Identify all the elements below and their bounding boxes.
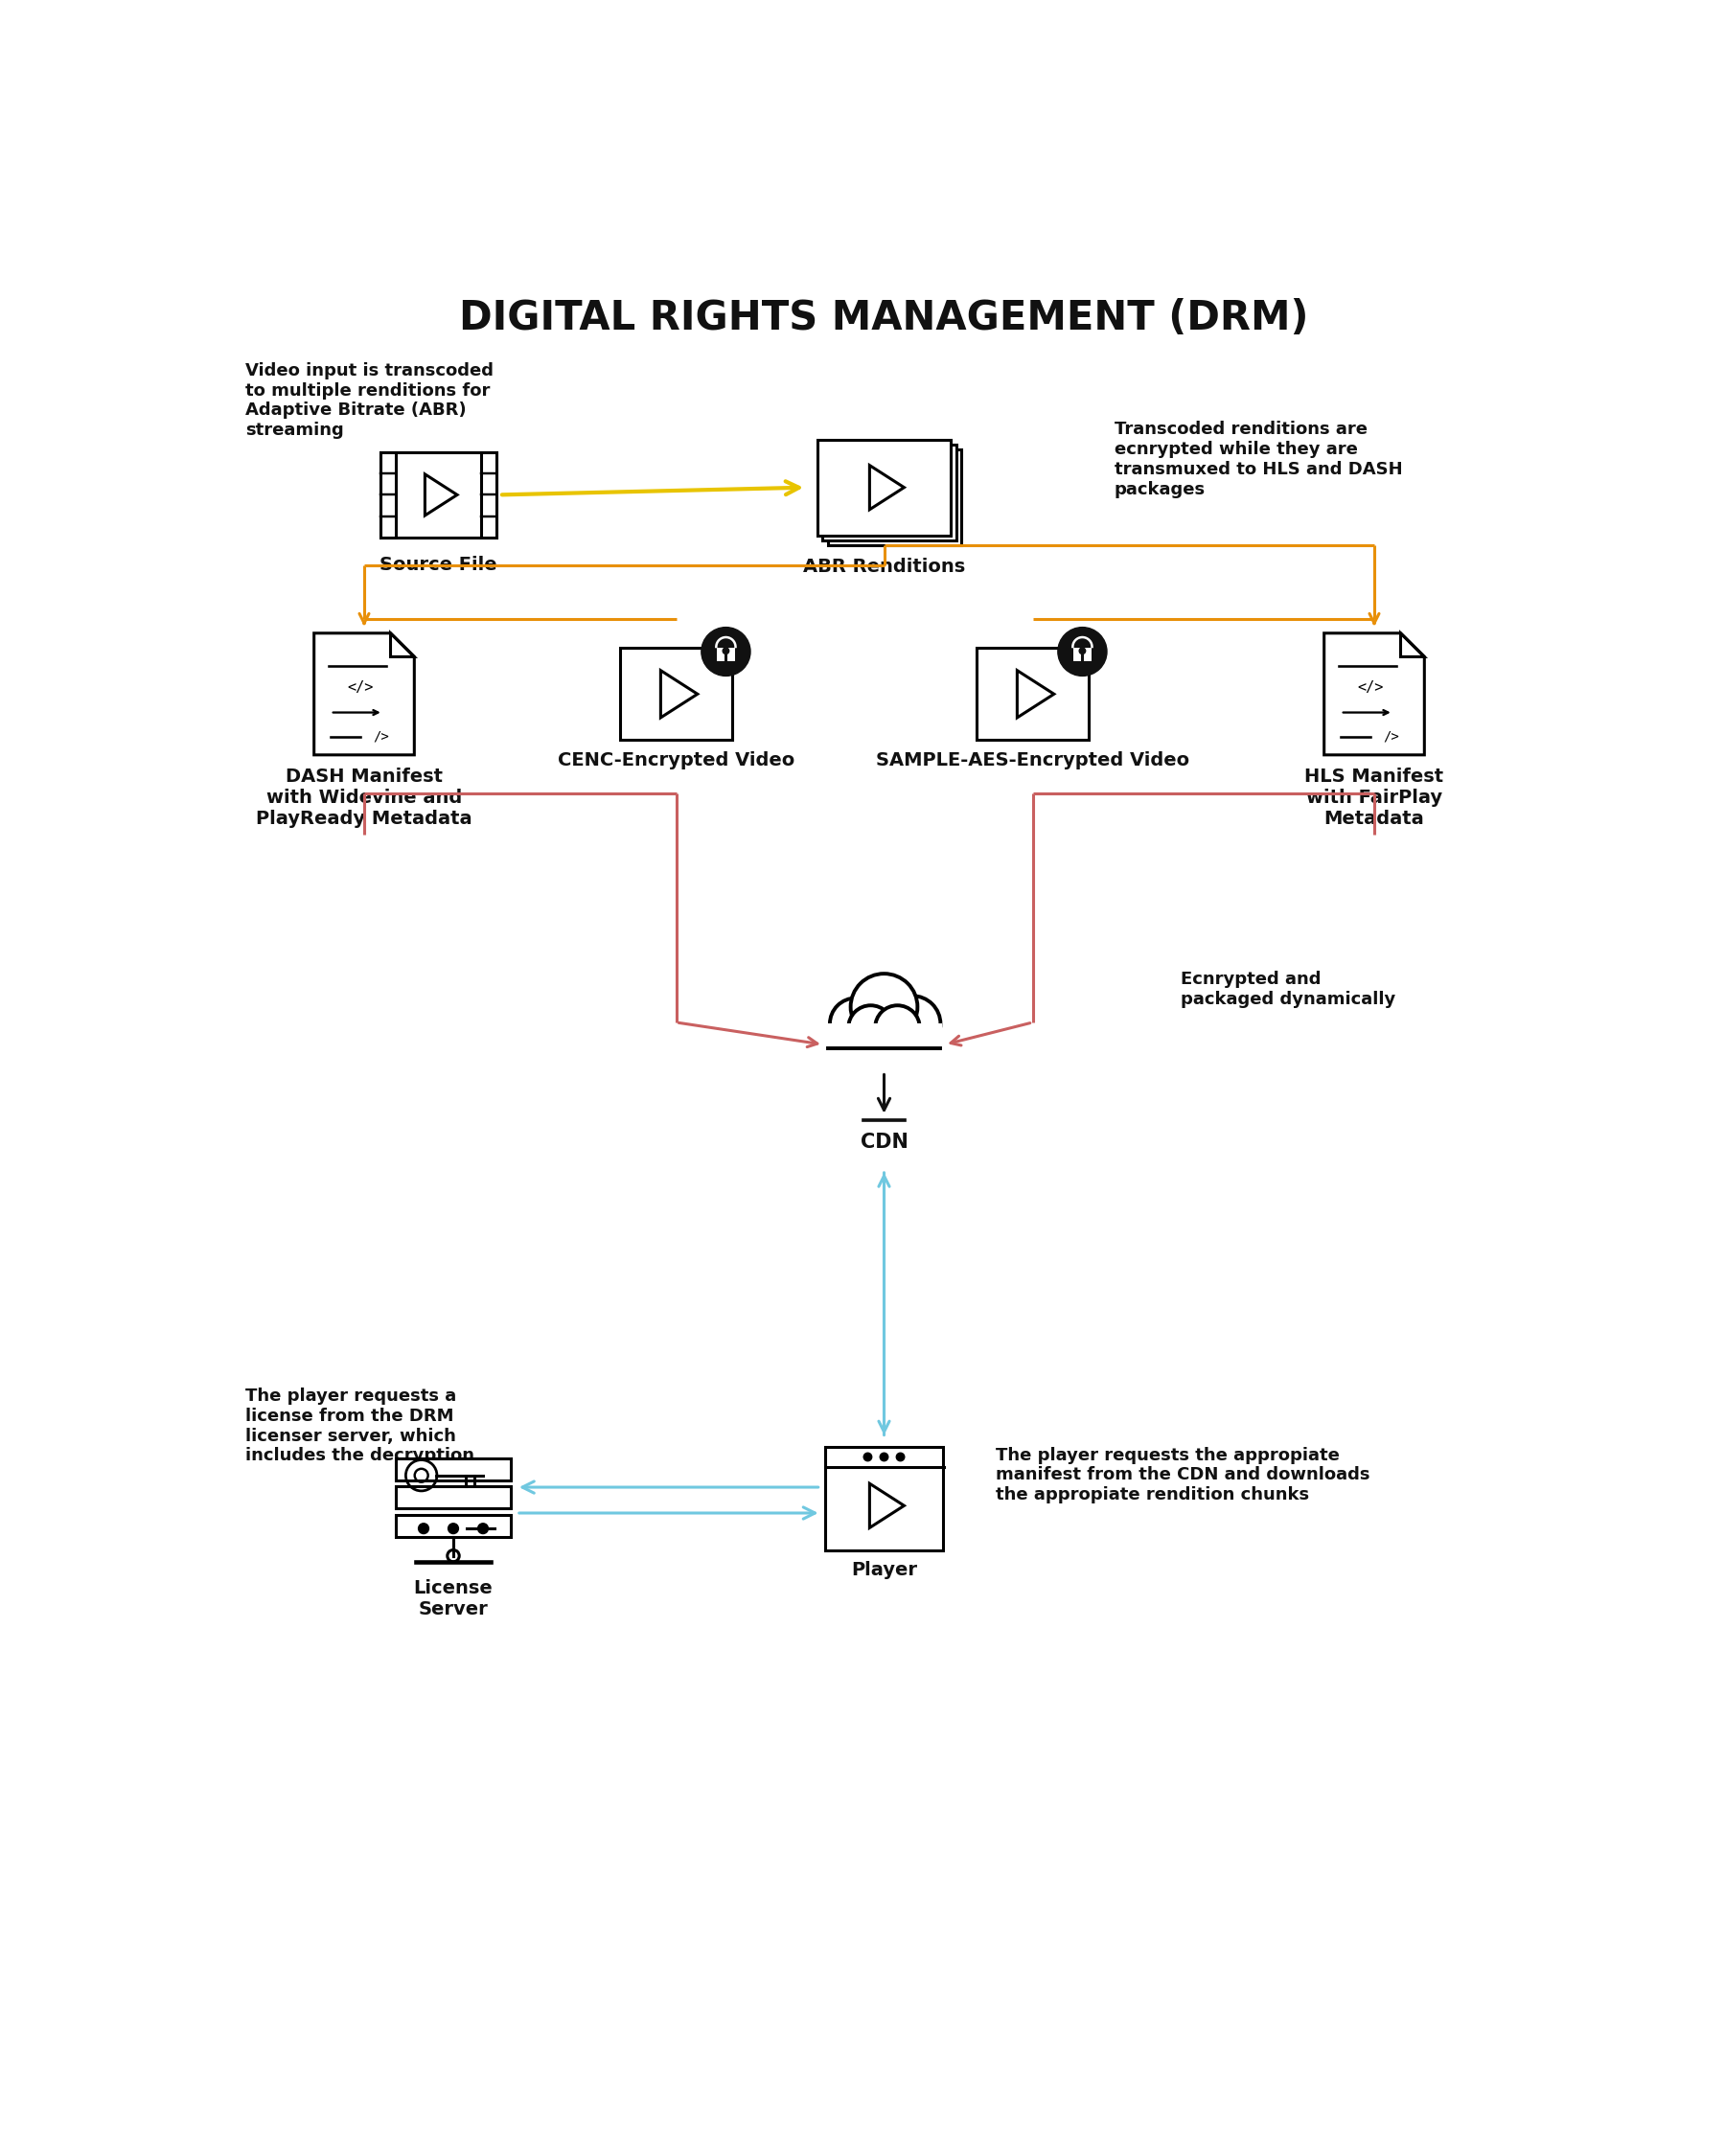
FancyBboxPatch shape [381,453,395,537]
Circle shape [875,1005,919,1050]
Text: The player requests the appropiate
manifest from the CDN and downloads
the appro: The player requests the appropiate manif… [995,1447,1370,1503]
Circle shape [830,998,881,1050]
Circle shape [897,1453,904,1462]
Text: Transcoded renditions are
ecnrypted while they are
transmuxed to HLS and DASH
pa: Transcoded renditions are ecnrypted whil… [1114,420,1402,498]
Polygon shape [314,634,414,755]
Circle shape [850,975,918,1039]
FancyBboxPatch shape [825,1447,944,1550]
FancyBboxPatch shape [828,448,961,545]
Circle shape [864,1453,871,1462]
Circle shape [1057,627,1107,677]
Text: HLS Manifest
with FairPlay
Metadata: HLS Manifest with FairPlay Metadata [1304,768,1444,828]
Text: The player requests a
license from the DRM
licenser server, which
includes the d: The player requests a license from the D… [245,1388,474,1464]
Circle shape [448,1524,459,1533]
Text: />: /> [373,731,390,744]
Text: ABR Renditions: ABR Renditions [802,558,966,576]
Text: DIGITAL RIGHTS MANAGEMENT (DRM): DIGITAL RIGHTS MANAGEMENT (DRM) [459,298,1309,338]
Text: Ecnrypted and
packaged dynamically: Ecnrypted and packaged dynamically [1182,970,1396,1007]
Circle shape [880,1453,888,1462]
Text: Player: Player [850,1561,918,1578]
Text: Source File: Source File [380,556,497,573]
FancyBboxPatch shape [395,1514,511,1537]
Circle shape [1080,647,1085,653]
FancyBboxPatch shape [718,647,735,662]
FancyBboxPatch shape [1073,647,1092,662]
FancyBboxPatch shape [395,1457,511,1481]
Circle shape [478,1524,488,1533]
Text: DASH Manifest
with Widevine and
PlayReady Metadata: DASH Manifest with Widevine and PlayRead… [255,768,473,828]
Circle shape [723,647,730,653]
Text: </>: </> [1358,679,1383,694]
Circle shape [702,627,750,677]
Text: />: /> [1383,731,1399,744]
FancyBboxPatch shape [976,649,1088,740]
Text: CDN: CDN [861,1134,907,1151]
Circle shape [419,1524,430,1533]
Text: Video input is transcoded
to multiple renditions for
Adaptive Bitrate (ABR)
stre: Video input is transcoded to multiple re… [245,362,493,440]
FancyBboxPatch shape [481,453,497,537]
FancyBboxPatch shape [395,1485,511,1509]
Circle shape [883,996,940,1052]
FancyBboxPatch shape [621,649,731,740]
FancyBboxPatch shape [823,444,956,541]
Text: CENC-Encrypted Video: CENC-Encrypted Video [557,752,795,770]
FancyBboxPatch shape [826,1024,942,1059]
Text: License
Server: License Server [414,1580,493,1619]
Text: </>: </> [347,679,374,694]
FancyBboxPatch shape [818,440,950,535]
Text: SAMPLE-AES-Encrypted Video: SAMPLE-AES-Encrypted Video [876,752,1189,770]
Circle shape [849,1005,894,1050]
FancyBboxPatch shape [381,453,497,537]
Polygon shape [1325,634,1425,755]
